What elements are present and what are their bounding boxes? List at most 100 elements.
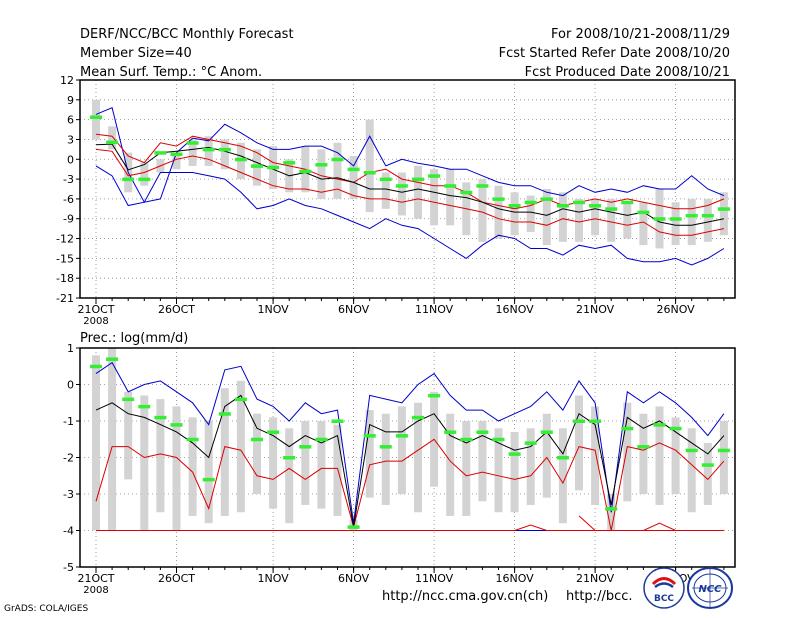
- temp-panel-title: Mean Surf. Temp.: °C Anom.: [80, 65, 263, 80]
- prec-ensemble-box: [558, 428, 567, 524]
- temp-mean-line: [95, 143, 725, 226]
- prec-xtick-label: 16NOV: [495, 572, 534, 585]
- prec-observed-mark: [508, 452, 521, 456]
- temp-xtick-label: 6NOV: [338, 303, 370, 316]
- temp-xtick-label: 26NOV: [656, 303, 695, 316]
- prec-observed-mark: [170, 423, 183, 427]
- header-left: DERF/NCC/BCC Monthly Forecast Member Siz…: [80, 25, 294, 82]
- temp-ensemble-box: [92, 99, 100, 140]
- prec-observed-mark: [637, 445, 650, 449]
- temp-ytick-label: 3: [67, 133, 74, 146]
- prec-ensemble-box: [156, 399, 165, 513]
- temp-ensemble-box: [140, 162, 149, 186]
- temp-observed-mark: [508, 204, 521, 208]
- prec-ensemble-box: [494, 428, 503, 513]
- temp-upper-spread-line: [95, 133, 725, 210]
- temp-observed-mark: [379, 177, 392, 182]
- temp-observed-mark: [701, 213, 714, 218]
- temp-observed-mark: [202, 147, 215, 152]
- temp-observed-mark: [267, 165, 280, 170]
- prec-ytick-label: 1: [67, 342, 74, 355]
- prec-observed-mark: [347, 525, 360, 529]
- prec-xtick-label: 26OCT: [158, 572, 195, 585]
- prec-ensemble-box: [703, 442, 712, 505]
- prec-ensemble-box: [526, 428, 535, 505]
- prec-observed-mark: [106, 357, 119, 361]
- temp-observed-mark: [685, 213, 698, 218]
- temp-observed-mark: [717, 207, 730, 211]
- temp-ensemble-box: [414, 165, 422, 219]
- prec-observed-mark: [395, 434, 408, 438]
- temp-observed-mark: [90, 115, 102, 119]
- temp-ensemble-box: [333, 142, 342, 199]
- bcc-url-link[interactable]: http://bcc.: [566, 589, 633, 604]
- prec-observed-mark: [251, 437, 263, 442]
- temp-xtick-label: 16NOV: [495, 303, 534, 316]
- prec-ensemble-box: [269, 417, 278, 509]
- prec-xtick-label: 11NOV: [415, 572, 454, 585]
- prec-ytick-label: -2: [63, 452, 74, 465]
- temp-ensemble-box: [719, 192, 728, 236]
- temp-observed-mark: [170, 152, 183, 156]
- temp-observed-mark: [605, 207, 618, 211]
- temp-observed-mark: [331, 157, 344, 162]
- prec-lower-spread-line: [95, 438, 725, 531]
- prec-ensemble-box: [204, 421, 213, 524]
- temp-ytick-label: -21: [56, 292, 74, 305]
- temp-ytick-label: -9: [63, 213, 74, 226]
- ncc-logo-icon: NCC: [687, 567, 733, 609]
- prec-ensemble-box: [655, 406, 664, 505]
- temp-xtick-label: 21NOV: [576, 303, 615, 316]
- temp-observed-mark: [154, 151, 167, 155]
- temp-ensemble-box: [542, 189, 551, 246]
- temp-ensemble-box: [172, 155, 181, 170]
- temp-ensemble-box: [478, 179, 487, 242]
- temp-ensemble-box: [446, 169, 455, 226]
- temp-ytick-label: -6: [63, 193, 74, 206]
- prec-observed-mark: [669, 426, 682, 431]
- prec-ensemble-box: [108, 348, 117, 531]
- prec-observed-mark: [428, 393, 441, 398]
- prec-observed-mark: [685, 448, 698, 453]
- temp-observed-mark: [122, 177, 135, 182]
- temp-observed-mark: [299, 169, 312, 174]
- temp-ensemble-box: [381, 172, 390, 209]
- temp-ensemble-box: [607, 198, 616, 242]
- prec-observed-mark: [412, 415, 424, 420]
- temp-observed-mark: [234, 157, 247, 162]
- prec-ensemble-box: [446, 413, 455, 516]
- prec-min-red-line: [514, 515, 708, 531]
- prec-xtick-label: 21NOV: [576, 572, 615, 585]
- temp-ytick-label: 12: [60, 74, 74, 87]
- prec-ensemble-box: [285, 428, 294, 524]
- prec-ensemble-box: [301, 421, 310, 505]
- temp-ytick-label: 6: [67, 114, 74, 127]
- prec-ensemble-box: [365, 410, 374, 498]
- temp-ensemble-box: [349, 155, 358, 199]
- temp-ensemble-box: [220, 139, 229, 170]
- temp-observed-mark: [492, 197, 505, 201]
- temp-xtick-label: 11NOV: [415, 303, 454, 316]
- temp-ensemble-box: [317, 149, 326, 199]
- prec-observed-mark: [315, 437, 328, 442]
- temp-observed-mark: [460, 190, 473, 195]
- prec-observed-mark: [283, 456, 296, 460]
- temp-observed-mark: [653, 217, 666, 221]
- temp-observed-mark: [315, 163, 328, 167]
- temp-observed-mark: [218, 147, 231, 152]
- prec-observed-mark: [476, 430, 489, 434]
- fcst-start-date: Fcst Started Refer Date 2008/10/20: [498, 46, 730, 61]
- bcc-logo-icon: BCC: [643, 567, 685, 609]
- ncc-url-link[interactable]: http://ncc.cma.gov.cn(ch): [382, 589, 549, 604]
- prec-ensemble-box: [188, 417, 197, 516]
- prec-ytick-label: -1: [63, 415, 74, 428]
- temp-observed-mark: [621, 200, 634, 205]
- temp-observed-mark: [138, 177, 151, 182]
- temp-observed-mark: [412, 177, 424, 182]
- temp-observed-mark: [444, 184, 457, 188]
- prec-ensemble-box: [317, 421, 326, 509]
- temp-ensemble-box: [591, 198, 600, 236]
- temp-observed-mark: [251, 164, 263, 168]
